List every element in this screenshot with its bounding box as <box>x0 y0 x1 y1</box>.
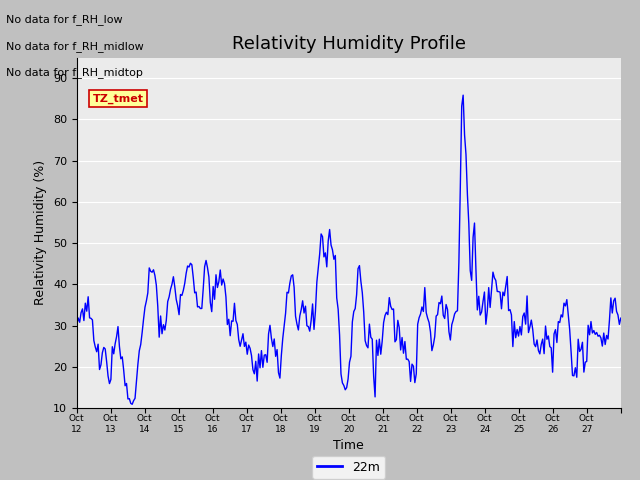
Text: No data for f_RH_midlow: No data for f_RH_midlow <box>6 41 144 52</box>
Text: TZ_tmet: TZ_tmet <box>93 94 144 104</box>
Legend: 22m: 22m <box>312 456 385 479</box>
Title: Relativity Humidity Profile: Relativity Humidity Profile <box>232 35 466 53</box>
Text: No data for f_RH_low: No data for f_RH_low <box>6 14 123 25</box>
Text: No data for f_RH_midtop: No data for f_RH_midtop <box>6 67 143 78</box>
X-axis label: Time: Time <box>333 439 364 452</box>
Y-axis label: Relativity Humidity (%): Relativity Humidity (%) <box>35 160 47 305</box>
